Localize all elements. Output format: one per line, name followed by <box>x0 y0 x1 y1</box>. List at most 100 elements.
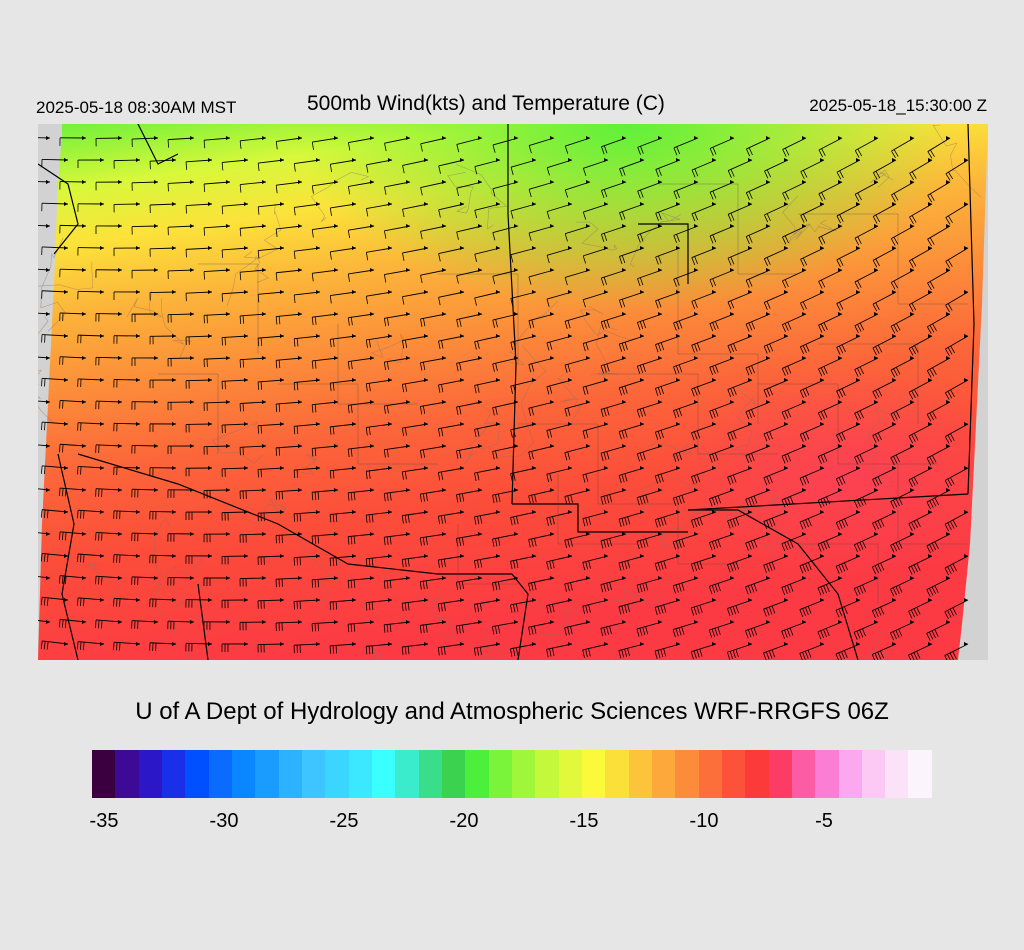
wind-barb <box>673 312 699 331</box>
county-line <box>278 383 438 465</box>
barb-feather <box>732 606 737 615</box>
terrain-contour <box>38 261 94 290</box>
barb-tip <box>334 488 338 492</box>
barb-shaft <box>799 555 825 567</box>
barb-feather <box>856 499 861 508</box>
colorbar-swatch <box>278 750 302 798</box>
wind-barb <box>257 246 285 259</box>
barb-feather <box>823 366 828 374</box>
barb-feather <box>821 192 826 200</box>
barb-tip <box>964 642 968 646</box>
barb-feather <box>805 519 809 528</box>
barb-feather <box>893 193 899 201</box>
wind-barb <box>944 466 969 488</box>
barb-tip <box>784 202 788 206</box>
barb-tip <box>622 488 626 492</box>
barb-feather <box>877 388 883 397</box>
barb-tip <box>964 598 968 602</box>
wind-barb <box>275 312 303 325</box>
wind-barb <box>149 290 177 301</box>
map-canvas <box>38 124 988 660</box>
wind-barb <box>257 598 285 609</box>
barb-feather <box>437 647 440 656</box>
barb-tip <box>406 620 410 624</box>
wind-barb <box>203 224 231 236</box>
barb-feather <box>389 536 392 545</box>
barb-tip <box>424 290 428 294</box>
barb-tip <box>46 400 50 404</box>
barb-shaft <box>420 445 447 451</box>
barb-tip <box>478 532 482 536</box>
barb-tip <box>82 620 86 624</box>
wind-barb <box>619 158 645 177</box>
barb-feather <box>422 449 426 458</box>
barb-feather <box>492 451 495 460</box>
barb-tip <box>730 224 734 228</box>
wind-barb <box>782 224 807 245</box>
barb-shaft <box>366 555 393 560</box>
barb-feather <box>621 211 626 220</box>
barb-feather <box>402 165 405 174</box>
barb-shaft <box>78 553 105 557</box>
barb-feather <box>931 542 937 551</box>
wind-barb <box>456 356 483 372</box>
barb-feather <box>494 582 498 591</box>
barb-tip <box>442 312 446 316</box>
barb-tip <box>370 180 374 184</box>
wind-barb <box>727 598 753 617</box>
barb-shaft <box>927 357 951 371</box>
barb-feather <box>818 325 823 333</box>
wind-barb <box>438 246 465 262</box>
barb-shaft <box>384 137 411 144</box>
wind-barb <box>945 202 969 225</box>
barb-tip <box>370 444 374 448</box>
barb-shaft <box>113 159 141 162</box>
barb-tip <box>442 356 446 360</box>
barb-feather <box>384 186 387 195</box>
barb-feather <box>766 344 771 353</box>
barb-feather <box>817 500 822 508</box>
barb-feather <box>733 343 737 352</box>
barb-feather <box>730 169 735 177</box>
barb-feather <box>732 562 737 571</box>
barb-tip <box>892 202 896 206</box>
barb-shaft <box>294 203 321 208</box>
barb-feather <box>789 540 794 548</box>
barb-feather <box>787 322 792 330</box>
barb-feather <box>913 476 919 485</box>
wind-barb <box>438 290 465 306</box>
barb-feather <box>588 516 592 525</box>
barb-feather <box>730 388 734 396</box>
barb-feather <box>534 494 537 503</box>
barb-feather <box>763 346 768 354</box>
wind-barb <box>149 598 177 608</box>
barb-tip <box>496 510 500 514</box>
barb-feather <box>365 339 368 348</box>
barb-feather <box>729 651 734 660</box>
barb-feather <box>926 545 931 554</box>
barb-feather <box>546 298 550 307</box>
barb-tip <box>154 356 158 360</box>
barb-tip <box>388 466 392 470</box>
barb-tip <box>262 180 266 184</box>
barb-feather <box>784 323 789 331</box>
barb-feather <box>753 627 757 636</box>
wind-barb <box>347 400 375 414</box>
wind-barb <box>329 422 357 435</box>
wind-barb <box>38 268 51 272</box>
wind-barb <box>474 422 501 438</box>
barb-feather <box>950 433 955 441</box>
wind-barb <box>456 224 483 240</box>
wind-barb <box>149 378 177 389</box>
barb-feather <box>389 624 392 633</box>
wind-barb <box>275 532 303 544</box>
barb-shaft <box>240 357 267 361</box>
barb-feather <box>839 302 844 310</box>
barb-shaft <box>150 159 177 162</box>
barb-feather <box>636 628 640 637</box>
wind-barb <box>131 268 159 279</box>
barb-shaft <box>727 379 753 390</box>
barb-tip <box>586 532 590 536</box>
barb-shaft <box>420 137 447 145</box>
wind-barb <box>167 620 195 630</box>
